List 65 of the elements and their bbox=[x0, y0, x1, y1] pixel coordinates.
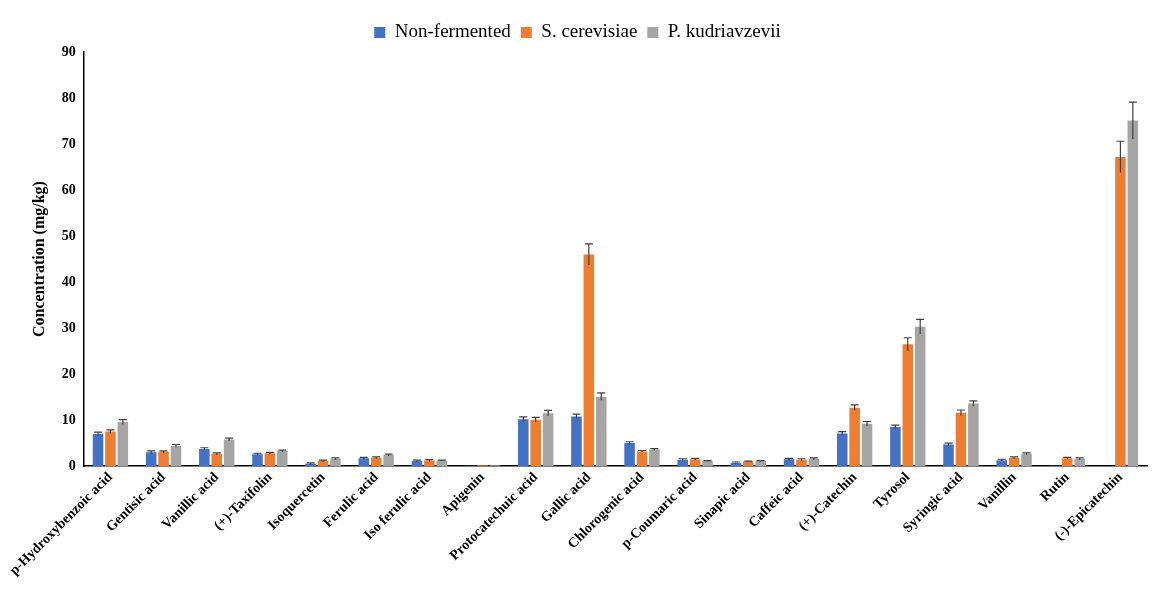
bar bbox=[1074, 458, 1085, 467]
bar bbox=[1021, 453, 1032, 467]
bar bbox=[624, 443, 635, 467]
bar bbox=[158, 451, 169, 467]
bar bbox=[943, 444, 954, 467]
bar bbox=[1061, 458, 1073, 467]
bar bbox=[264, 453, 276, 467]
bar bbox=[890, 427, 901, 467]
bar bbox=[277, 450, 288, 467]
bar bbox=[411, 461, 423, 467]
bar bbox=[436, 460, 448, 467]
bar bbox=[317, 461, 329, 467]
bar bbox=[170, 445, 182, 467]
bar bbox=[199, 449, 210, 467]
bar bbox=[1115, 156, 1126, 467]
y-tick-label: 90 bbox=[61, 43, 76, 59]
bar bbox=[996, 460, 1007, 467]
bar bbox=[92, 433, 104, 467]
y-tick-label: 80 bbox=[61, 89, 76, 105]
bar bbox=[1127, 120, 1139, 467]
bar bbox=[796, 459, 807, 467]
bar bbox=[636, 451, 648, 467]
y-tick-label: 60 bbox=[61, 181, 76, 197]
bar bbox=[370, 457, 382, 467]
y-tick-label: 10 bbox=[61, 411, 76, 427]
bar bbox=[358, 458, 370, 467]
bar bbox=[955, 412, 967, 467]
bar bbox=[968, 403, 979, 467]
bar bbox=[914, 326, 926, 467]
bar bbox=[836, 433, 848, 467]
y-tick-label: 70 bbox=[61, 135, 76, 151]
bar bbox=[518, 419, 529, 467]
bar bbox=[861, 423, 873, 467]
bar bbox=[1008, 457, 1020, 467]
bar bbox=[902, 344, 914, 467]
bar bbox=[583, 254, 595, 467]
legend-label: P. kudriavzevii bbox=[667, 20, 781, 42]
bar bbox=[677, 459, 689, 467]
bar bbox=[105, 431, 116, 467]
bar bbox=[595, 396, 607, 467]
bar bbox=[252, 454, 263, 467]
bar bbox=[424, 460, 435, 467]
bar bbox=[330, 458, 341, 467]
bar bbox=[383, 455, 394, 467]
bar bbox=[689, 459, 701, 467]
y-tick-label: 30 bbox=[61, 319, 76, 335]
legend-label: Non-fermented bbox=[394, 20, 512, 42]
bar bbox=[649, 449, 660, 467]
bar bbox=[145, 452, 157, 467]
bar bbox=[223, 439, 235, 467]
bar bbox=[571, 416, 582, 467]
bar bbox=[117, 421, 129, 467]
bar bbox=[783, 459, 795, 467]
bar bbox=[849, 407, 860, 467]
bar bbox=[702, 461, 713, 467]
bar bbox=[211, 453, 223, 467]
y-tick-label: 0 bbox=[68, 457, 76, 473]
y-axis-title: Concentration (mg/kg) bbox=[30, 181, 49, 338]
y-tick-label: 50 bbox=[61, 227, 76, 243]
legend-label: S. cerevisiae bbox=[541, 20, 638, 42]
bar bbox=[530, 419, 541, 467]
y-tick-label: 20 bbox=[61, 365, 76, 381]
bar bbox=[755, 461, 766, 467]
bar bbox=[542, 413, 554, 467]
y-tick-label: 40 bbox=[61, 273, 76, 289]
